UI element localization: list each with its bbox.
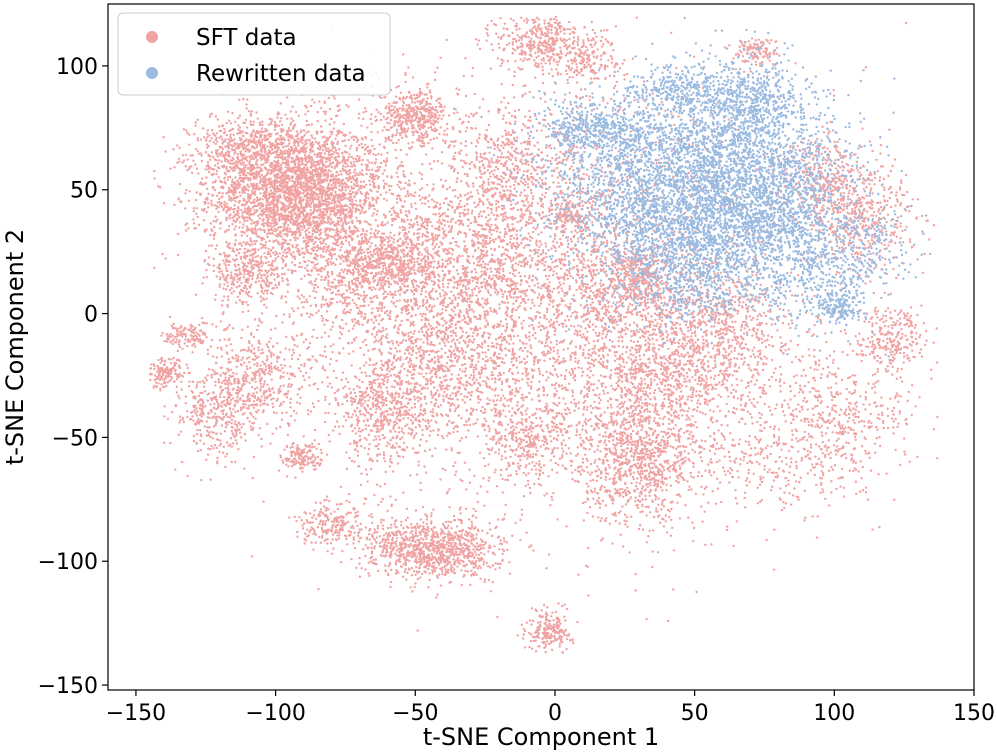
x-axis-ticks: −150 −100 −50 0 50 100 150 [106,690,995,726]
y-tick-label: 0 [84,303,98,328]
plot-frame [107,3,975,691]
y-tick-label: 50 [70,179,98,204]
y-tick-label: −150 [38,674,98,699]
x-tick-label: −150 [106,701,166,726]
x-tick-label: 100 [813,701,855,726]
scatter-point-cloud [148,15,939,654]
x-tick-label: −100 [245,701,305,726]
x-tick-label: 150 [953,701,995,726]
x-tick-label: −50 [392,701,438,726]
y-axis-label: t-SNE Component 2 [1,229,29,465]
legend: SFT data Rewritten data [117,12,391,96]
y-axis-ticks: −150 −100 −50 0 50 100 [38,55,108,699]
rewritten-data-points [452,16,932,358]
legend-label-sft: SFT data [196,25,297,51]
sft-data-points [148,15,939,654]
legend-marker-rewritten [146,67,158,79]
legend-box [117,12,391,96]
x-axis-label: t-SNE Component 1 [423,723,659,751]
y-tick-label: −50 [52,426,98,451]
y-tick-label: −100 [38,550,98,575]
x-tick-label: 0 [548,701,562,726]
y-tick-label: 100 [56,55,98,80]
legend-label-rewritten: Rewritten data [196,61,366,87]
legend-marker-sft [146,31,158,43]
scatter-point-cloud [452,16,932,358]
x-tick-label: 50 [681,701,709,726]
